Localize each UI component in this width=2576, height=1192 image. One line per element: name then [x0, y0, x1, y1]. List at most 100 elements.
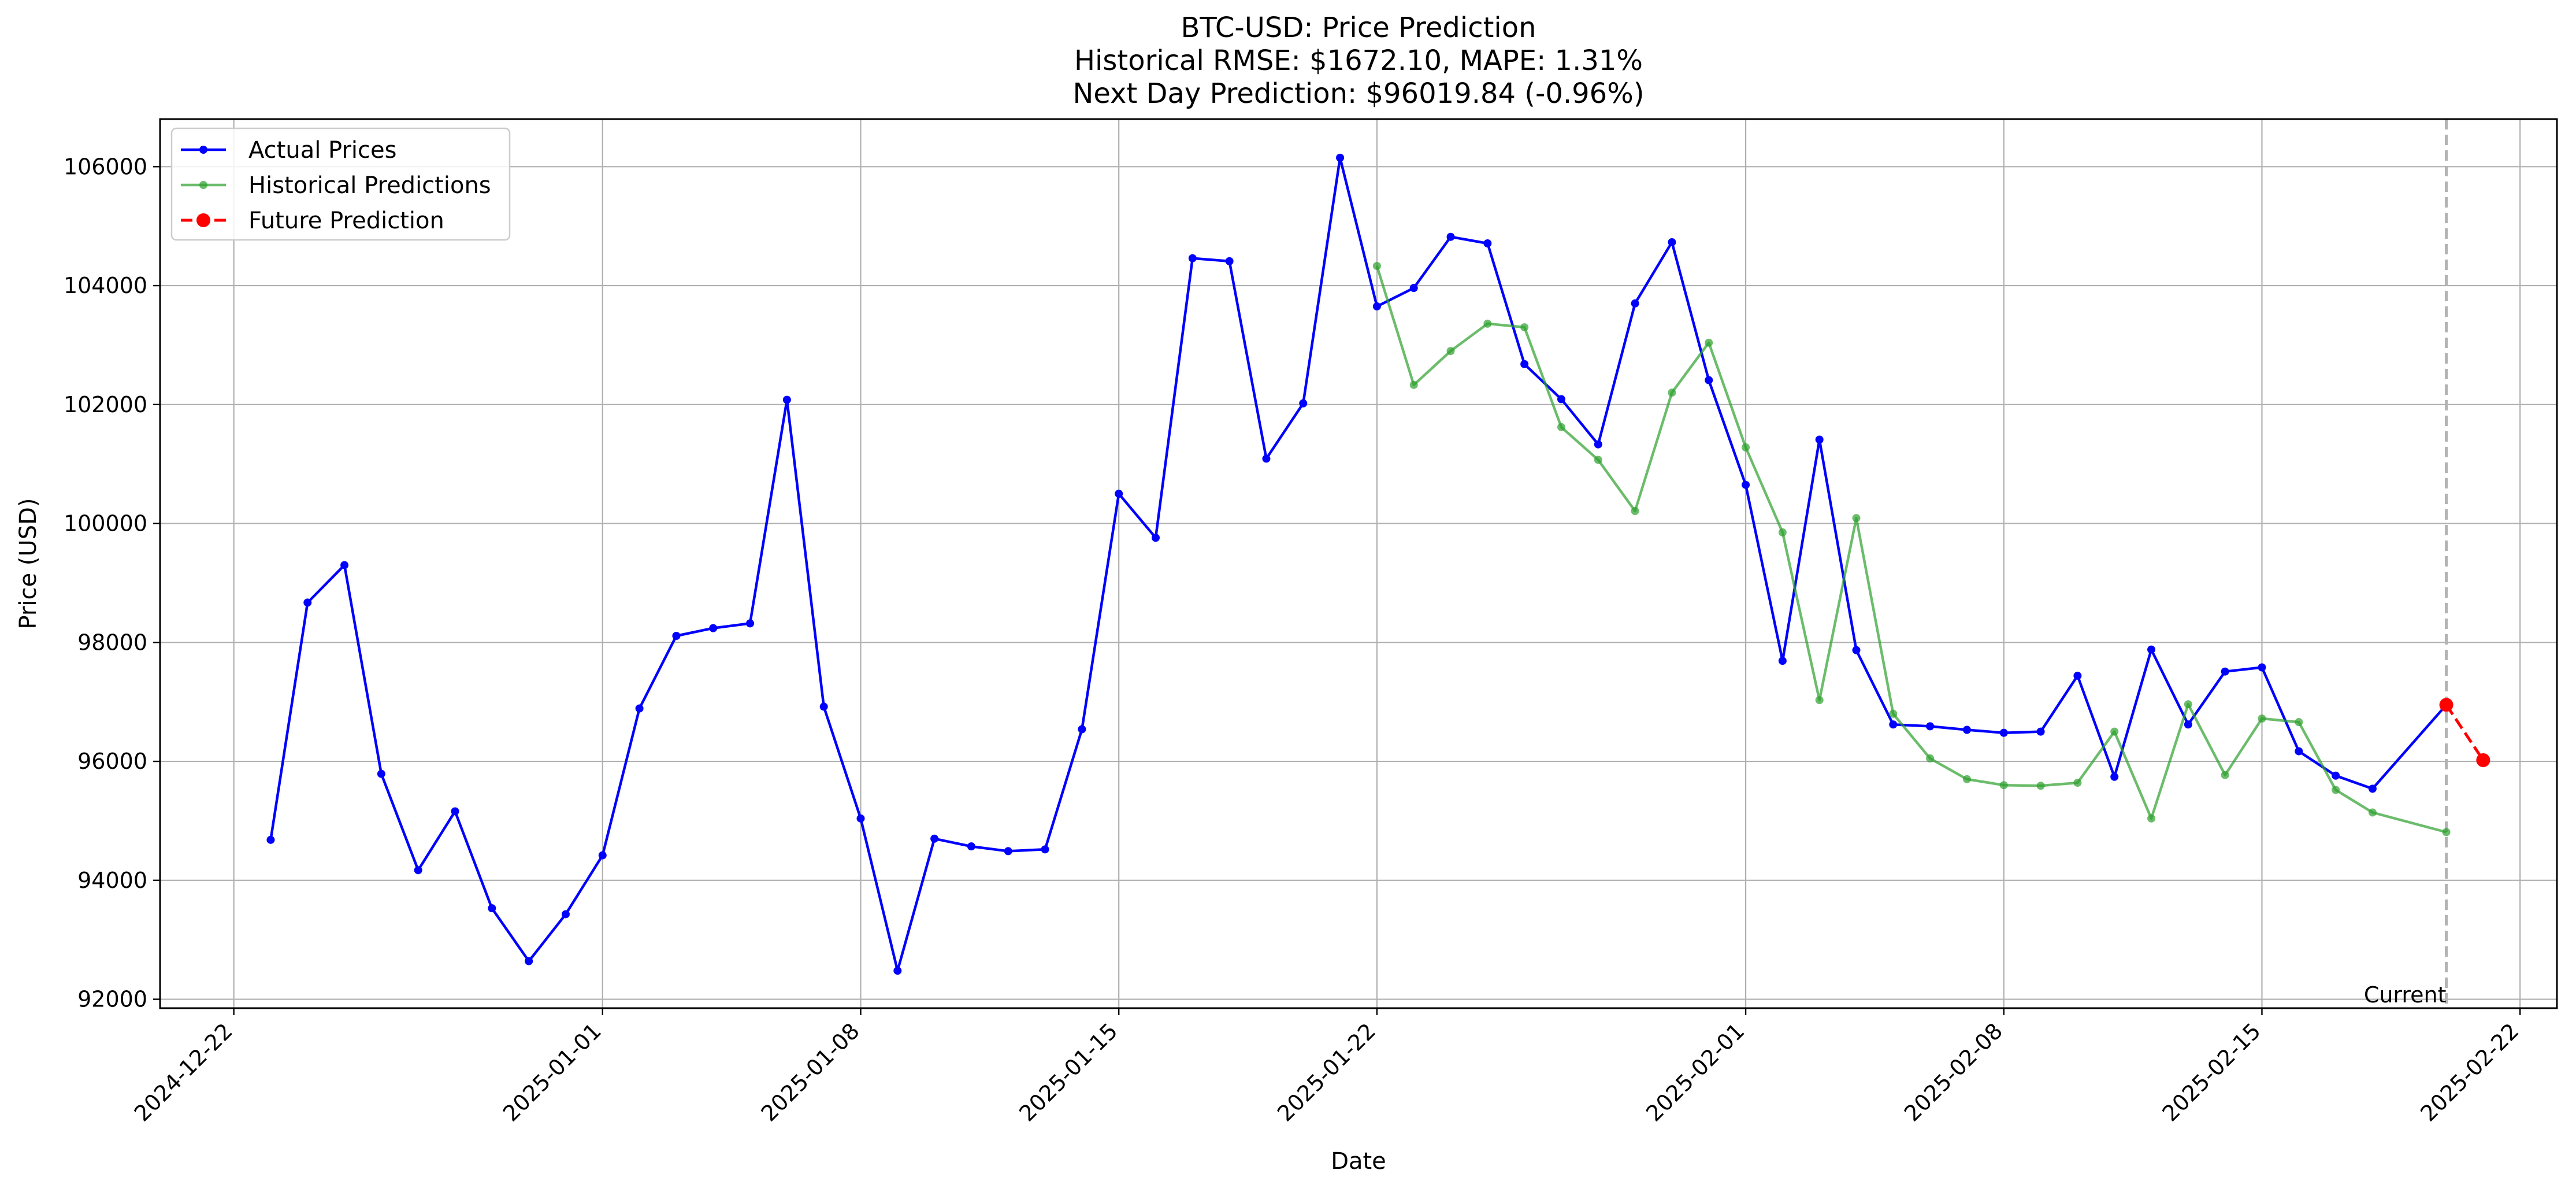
historical-predictions-point [1409, 380, 1418, 389]
actual-prices-point [782, 395, 791, 404]
historical-predictions-point [1631, 506, 1639, 515]
historical-predictions-point [1520, 323, 1529, 332]
actual-prices-point [930, 834, 939, 843]
historical-predictions-point [2368, 808, 2377, 817]
historical-predictions-point [1999, 781, 2008, 790]
historical-predictions-point [1926, 754, 1935, 762]
actual-prices-point [525, 957, 533, 965]
y-tick-label: 92000 [77, 987, 147, 1012]
actual-prices-point [2147, 645, 2156, 654]
actual-prices-point [1409, 284, 1418, 293]
actual-prices-point [2036, 727, 2045, 736]
actual-prices-point [856, 814, 865, 823]
historical-predictions-point [1742, 443, 1750, 451]
historical-predictions-point [1557, 423, 1565, 431]
historical-predictions-point [2442, 828, 2451, 836]
actual-prices-point [1115, 490, 1123, 498]
y-tick-label: 100000 [64, 511, 147, 536]
historical-predictions-point [2258, 714, 2266, 723]
actual-prices-point [1815, 435, 1824, 444]
historical-predictions-point [2147, 814, 2156, 823]
actual-prices-point [672, 631, 681, 640]
legend-label: Future Prediction [248, 208, 444, 234]
chart-title-line-1: BTC-USD: Price Prediction [1181, 12, 1536, 44]
actual-prices-point [1041, 845, 1049, 854]
actual-prices-point [1336, 153, 1345, 162]
series-historical-predictions [1372, 262, 2451, 836]
y-tick-label: 94000 [77, 868, 147, 893]
actual-prices-point [1926, 722, 1935, 731]
historical-predictions-point [2332, 786, 2340, 794]
y-tick-label: 102000 [64, 392, 147, 417]
actual-prices-point [451, 807, 459, 816]
actual-prices-point [303, 598, 312, 607]
legend-swatch-marker [199, 146, 207, 154]
actual-prices-point [488, 904, 496, 913]
actual-prices-point [709, 624, 718, 632]
actual-prices-point [1889, 720, 1898, 729]
historical-predictions-point [1483, 319, 1492, 328]
actual-prices-point [1852, 646, 1861, 654]
actual-prices-point [893, 967, 902, 975]
historical-predictions-point [1815, 696, 1824, 705]
actual-prices-point [1262, 454, 1271, 463]
series-future-prediction [2439, 698, 2490, 768]
historical-predictions-point [1446, 347, 1455, 356]
historical-predictions-point [1705, 338, 1713, 347]
y-axis: 92000 94000 96000 98000 100000 102000 104000 10… [64, 154, 160, 1012]
legend-frame [170, 127, 511, 241]
historical-predictions-point [2110, 727, 2119, 736]
x-axis-label: Date [1331, 1148, 1386, 1175]
actual-prices-point [2221, 667, 2229, 676]
actual-prices-point [1483, 239, 1492, 248]
actual-prices-point [377, 769, 385, 778]
actual-prices-point [340, 561, 349, 569]
legend-label: Actual Prices [248, 137, 396, 164]
actual-prices-point [2110, 772, 2119, 781]
y-axis-label: Price (USD) [15, 498, 42, 630]
actual-prices-point [2295, 747, 2303, 756]
actual-prices-point [1188, 254, 1197, 262]
series [266, 153, 2490, 975]
historical-predictions-point [2295, 718, 2303, 727]
y-tick-label: 106000 [64, 154, 147, 179]
historical-predictions-point [1778, 528, 1787, 536]
historical-predictions-point [1852, 514, 1861, 523]
chart-title-line-3: Next Day Prediction: $96019.84 (-0.96%) [1072, 77, 1644, 110]
actual-prices-point [819, 702, 828, 711]
y-tick-label: 96000 [77, 749, 147, 774]
historical-predictions-point [1594, 456, 1602, 464]
actual-prices-point [1962, 725, 1971, 734]
legend-swatch-marker [196, 213, 210, 227]
actual-prices-point [746, 619, 755, 628]
actual-prices-point [1557, 395, 1565, 403]
actual-prices-point [1446, 232, 1455, 241]
actual-prices-point [1078, 725, 1086, 734]
actual-prices-point [1631, 299, 1639, 308]
actual-prices-point [598, 851, 607, 860]
actual-prices-point [1705, 376, 1713, 384]
historical-predictions-point [2073, 779, 2082, 787]
actual-prices-point [561, 910, 570, 919]
actual-prices-point [1372, 302, 1381, 311]
historical-predictions-point [1889, 709, 1898, 718]
actual-prices-point [1225, 257, 1234, 265]
current-date-label: Current [2364, 982, 2447, 1008]
historical-predictions-point [2036, 782, 2045, 790]
actual-prices-point [1520, 360, 1529, 368]
actual-prices-point [635, 704, 644, 713]
actual-prices-point [2073, 671, 2082, 680]
legend: Actual Prices Historical Predictions Futur… [170, 127, 511, 241]
actual-prices-point [967, 842, 975, 851]
actual-prices-point [1299, 399, 1308, 408]
y-tick-label: 98000 [77, 630, 147, 655]
historical-predictions-point [2221, 771, 2229, 779]
annotations: Current [2364, 119, 2448, 1008]
actual-prices-point [2184, 720, 2192, 729]
series-actual-prices [266, 153, 2451, 975]
actual-prices-point [2332, 771, 2340, 780]
legend-swatch-marker [199, 181, 207, 189]
actual-prices-point [266, 835, 275, 844]
grid [160, 119, 2557, 1008]
